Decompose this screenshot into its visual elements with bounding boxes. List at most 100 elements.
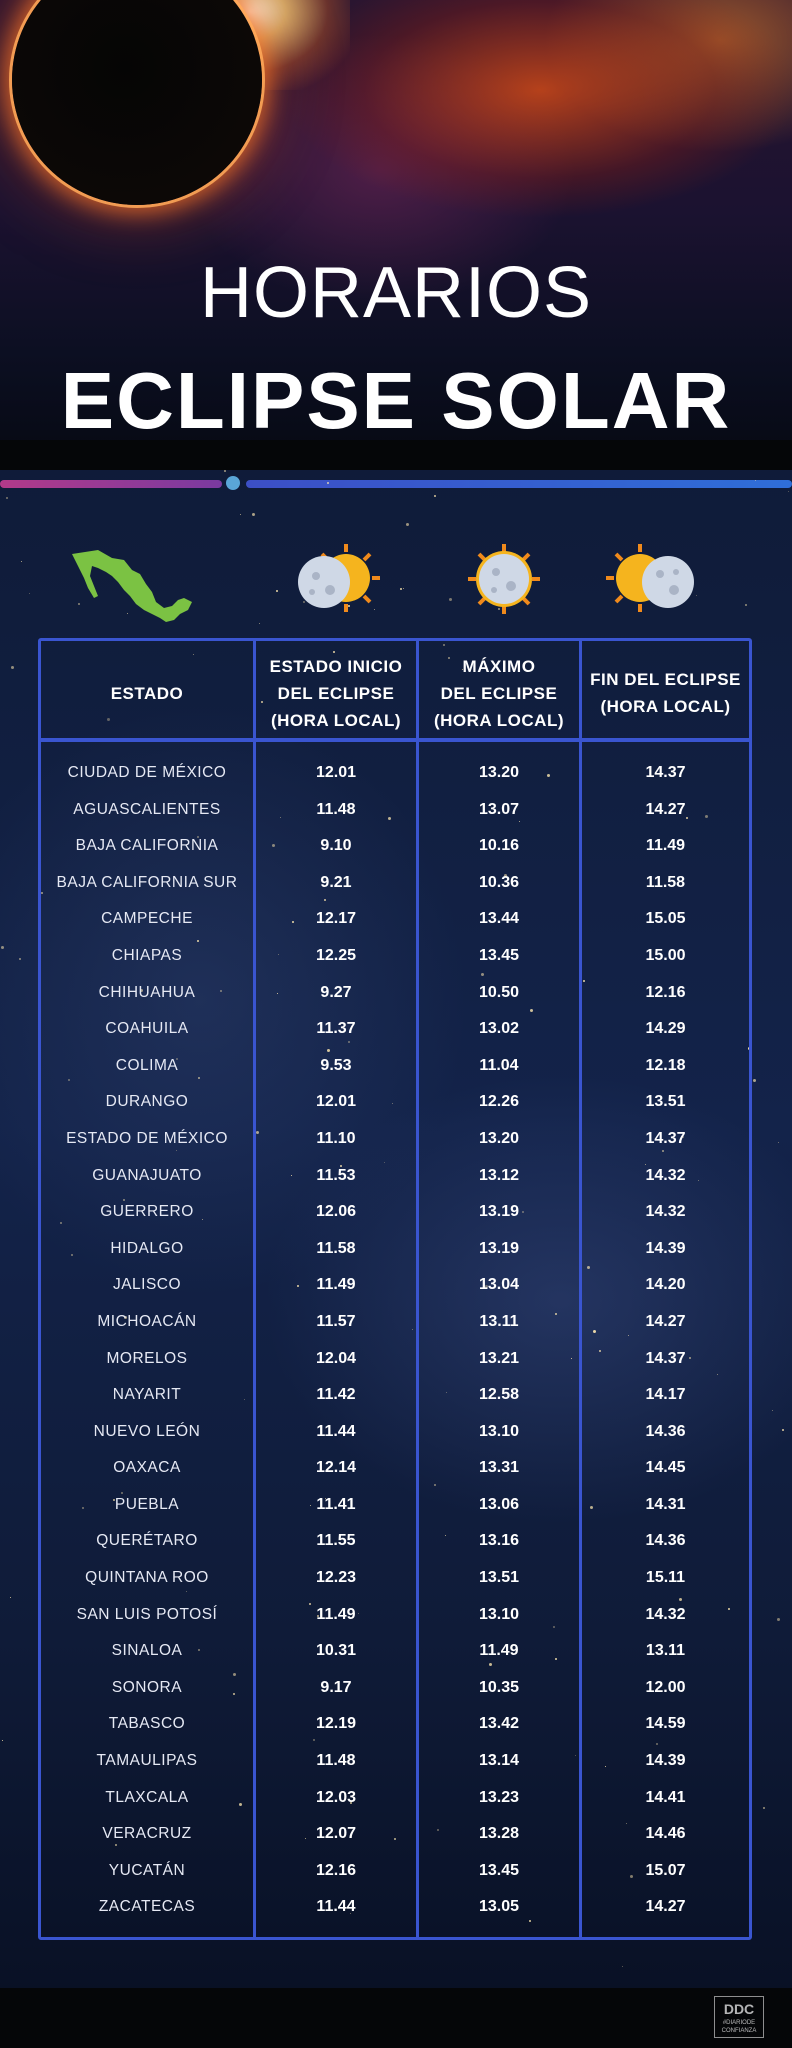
start-time-cell: 12.16 bbox=[315, 1861, 357, 1879]
state-cell: TAMAULIPAS bbox=[96, 1752, 198, 1770]
start-time-cell: 11.49 bbox=[316, 1276, 356, 1294]
star-dot bbox=[449, 598, 452, 601]
table-row: BAJA CALIFORNIA 9.10 10.16 11.49 bbox=[41, 828, 749, 865]
state-cell: CHIAPAS bbox=[111, 946, 183, 964]
state-cell: BAJA CALIFORNIA bbox=[75, 837, 219, 855]
end-time-cell: 14.37 bbox=[645, 1349, 686, 1367]
start-time-cell: 12.07 bbox=[315, 1825, 357, 1843]
star-dot bbox=[782, 1429, 784, 1431]
max-time-cell: 13.19 bbox=[478, 1239, 520, 1257]
star-dot bbox=[21, 561, 22, 562]
table-row: ZACATECAS 11.44 13.05 14.27 bbox=[41, 1889, 749, 1926]
end-time-cell: 13.11 bbox=[645, 1642, 686, 1660]
star-dot bbox=[1, 946, 4, 949]
end-time-cell: 15.11 bbox=[645, 1569, 686, 1587]
state-cell: NUEVO LEÓN bbox=[93, 1422, 201, 1440]
state-cell: QUINTANA ROO bbox=[85, 1569, 209, 1587]
state-cell: NAYARIT bbox=[112, 1386, 182, 1404]
end-time-cell: 14.59 bbox=[645, 1715, 686, 1733]
end-time-cell: 14.39 bbox=[645, 1239, 686, 1257]
table-row: SAN LUIS POTOSÍ 11.49 13.10 14.32 bbox=[41, 1597, 749, 1634]
state-cell: COLIMA bbox=[115, 1056, 179, 1074]
state-cell: COAHUILA bbox=[105, 1020, 189, 1038]
max-time-cell: 13.06 bbox=[478, 1495, 520, 1513]
state-cell: SAN LUIS POTOSÍ bbox=[76, 1605, 218, 1623]
header-divider bbox=[41, 738, 749, 742]
max-time-cell: 10.36 bbox=[478, 873, 520, 891]
end-time-cell: 14.36 bbox=[645, 1532, 686, 1550]
start-time-cell: 11.42 bbox=[316, 1386, 356, 1404]
star-dot bbox=[777, 1618, 780, 1621]
star-dot bbox=[2, 1740, 3, 1741]
star-dot bbox=[224, 470, 226, 472]
divider-bar-left bbox=[0, 480, 222, 488]
state-cell: YUCATÁN bbox=[108, 1861, 186, 1879]
max-time-cell: 13.10 bbox=[478, 1605, 520, 1623]
state-cell: CIUDAD DE MÉXICO bbox=[67, 764, 227, 781]
table-row: DURANGO 12.01 12.26 13.51 bbox=[41, 1084, 749, 1121]
end-time-cell: 11.49 bbox=[645, 837, 686, 855]
max-time-cell: 11.49 bbox=[479, 1642, 519, 1660]
state-cell: GUANAJUATO bbox=[92, 1166, 202, 1184]
state-cell: ZACATECAS bbox=[98, 1898, 196, 1916]
end-time-cell: 14.27 bbox=[645, 1898, 686, 1916]
end-time-cell: 14.45 bbox=[645, 1459, 686, 1477]
start-time-cell: 12.01 bbox=[315, 1093, 357, 1111]
table-row: MICHOACÁN 11.57 13.11 14.27 bbox=[41, 1304, 749, 1341]
star-dot bbox=[6, 497, 8, 499]
state-cell: MICHOACÁN bbox=[97, 1312, 197, 1330]
end-time-cell: 12.18 bbox=[645, 1056, 686, 1074]
table-row: CIUDAD DE MÉXICO 12.01 13.20 14.37 bbox=[41, 755, 749, 792]
start-time-cell: 9.27 bbox=[320, 983, 352, 1001]
star-dot bbox=[753, 1079, 756, 1082]
start-time-cell: 12.17 bbox=[315, 910, 357, 928]
end-time-cell: 11.58 bbox=[645, 873, 686, 891]
end-time-cell: 13.51 bbox=[645, 1093, 686, 1111]
start-time-cell: 11.48 bbox=[316, 800, 356, 818]
star-dot bbox=[19, 958, 21, 960]
max-time-cell: 12.26 bbox=[478, 1093, 520, 1111]
max-time-cell: 13.20 bbox=[478, 764, 520, 781]
max-time-cell: 13.51 bbox=[478, 1569, 520, 1587]
state-cell: QUERÉTARO bbox=[96, 1532, 198, 1550]
end-time-cell: 14.36 bbox=[645, 1422, 686, 1440]
start-time-cell: 11.58 bbox=[316, 1239, 356, 1257]
start-time-cell: 11.44 bbox=[316, 1422, 356, 1440]
start-time-cell: 9.17 bbox=[320, 1678, 352, 1696]
end-time-cell: 14.32 bbox=[645, 1166, 686, 1184]
star-dot bbox=[400, 588, 402, 590]
star-dot bbox=[29, 593, 30, 594]
mexico-map-icon bbox=[72, 550, 192, 622]
end-time-cell: 12.00 bbox=[645, 1678, 686, 1696]
header-state: ESTADO bbox=[110, 683, 184, 703]
start-time-cell: 11.44 bbox=[316, 1898, 356, 1916]
end-time-cell: 14.17 bbox=[645, 1386, 686, 1404]
table-row: CHIAPAS 12.25 13.45 15.00 bbox=[41, 938, 749, 975]
table-row: JALISCO 11.49 13.04 14.20 bbox=[41, 1267, 749, 1304]
star-dot bbox=[778, 1142, 779, 1143]
state-cell: GUERRERO bbox=[100, 1203, 194, 1221]
start-time-cell: 12.23 bbox=[315, 1569, 357, 1587]
max-time-cell: 10.50 bbox=[478, 983, 520, 1001]
start-time-cell: 12.03 bbox=[315, 1788, 357, 1806]
max-time-cell: 13.16 bbox=[478, 1532, 520, 1550]
table-row: MORELOS 12.04 13.21 14.37 bbox=[41, 1341, 749, 1378]
end-time-cell: 14.41 bbox=[645, 1788, 686, 1806]
table-row: TAMAULIPAS 11.48 13.14 14.39 bbox=[41, 1743, 749, 1780]
max-time-cell: 13.02 bbox=[478, 1020, 520, 1038]
star-dot bbox=[403, 588, 404, 589]
table-row: PUEBLA 11.41 13.06 14.31 bbox=[41, 1487, 749, 1524]
star-dot bbox=[406, 523, 409, 526]
table-row: SONORA 9.17 10.35 12.00 bbox=[41, 1670, 749, 1707]
state-cell: CHIHUAHUA bbox=[98, 983, 196, 1001]
end-time-cell: 15.07 bbox=[645, 1861, 686, 1879]
table-row: COAHUILA 11.37 13.02 14.29 bbox=[41, 1011, 749, 1048]
max-time-cell: 13.42 bbox=[478, 1715, 520, 1733]
max-time-cell: 13.04 bbox=[478, 1276, 520, 1294]
star-dot bbox=[763, 1807, 765, 1809]
max-time-cell: 13.21 bbox=[478, 1349, 520, 1367]
start-time-cell: 12.25 bbox=[315, 946, 357, 964]
end-time-cell: 14.31 bbox=[645, 1495, 686, 1513]
max-time-cell: 13.10 bbox=[478, 1422, 520, 1440]
table-row: CAMPECHE 12.17 13.44 15.05 bbox=[41, 901, 749, 938]
